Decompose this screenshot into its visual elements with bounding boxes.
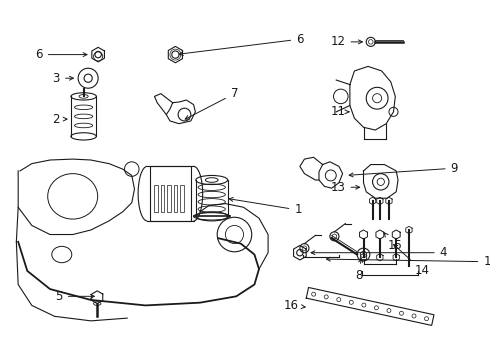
Text: 7: 7 xyxy=(185,87,238,119)
Text: 6: 6 xyxy=(179,33,304,55)
Text: 5: 5 xyxy=(55,290,94,303)
Text: 10: 10 xyxy=(326,255,490,268)
Bar xyxy=(161,185,165,212)
Bar xyxy=(173,185,177,212)
Bar xyxy=(167,185,171,212)
Text: 14: 14 xyxy=(393,244,430,277)
Bar xyxy=(150,166,191,221)
Text: 4: 4 xyxy=(311,246,447,259)
Bar xyxy=(180,185,184,212)
Text: 8: 8 xyxy=(355,258,363,282)
Text: 12: 12 xyxy=(331,35,363,48)
Text: 3: 3 xyxy=(52,72,74,85)
Text: 15: 15 xyxy=(384,233,403,252)
Text: 6: 6 xyxy=(35,48,87,61)
Text: 16: 16 xyxy=(283,299,305,312)
Text: 2: 2 xyxy=(52,113,67,126)
Text: 11: 11 xyxy=(331,105,349,118)
Text: 1: 1 xyxy=(229,198,302,216)
Text: 9: 9 xyxy=(349,162,458,177)
Text: 13: 13 xyxy=(331,181,360,194)
Bar xyxy=(154,185,158,212)
